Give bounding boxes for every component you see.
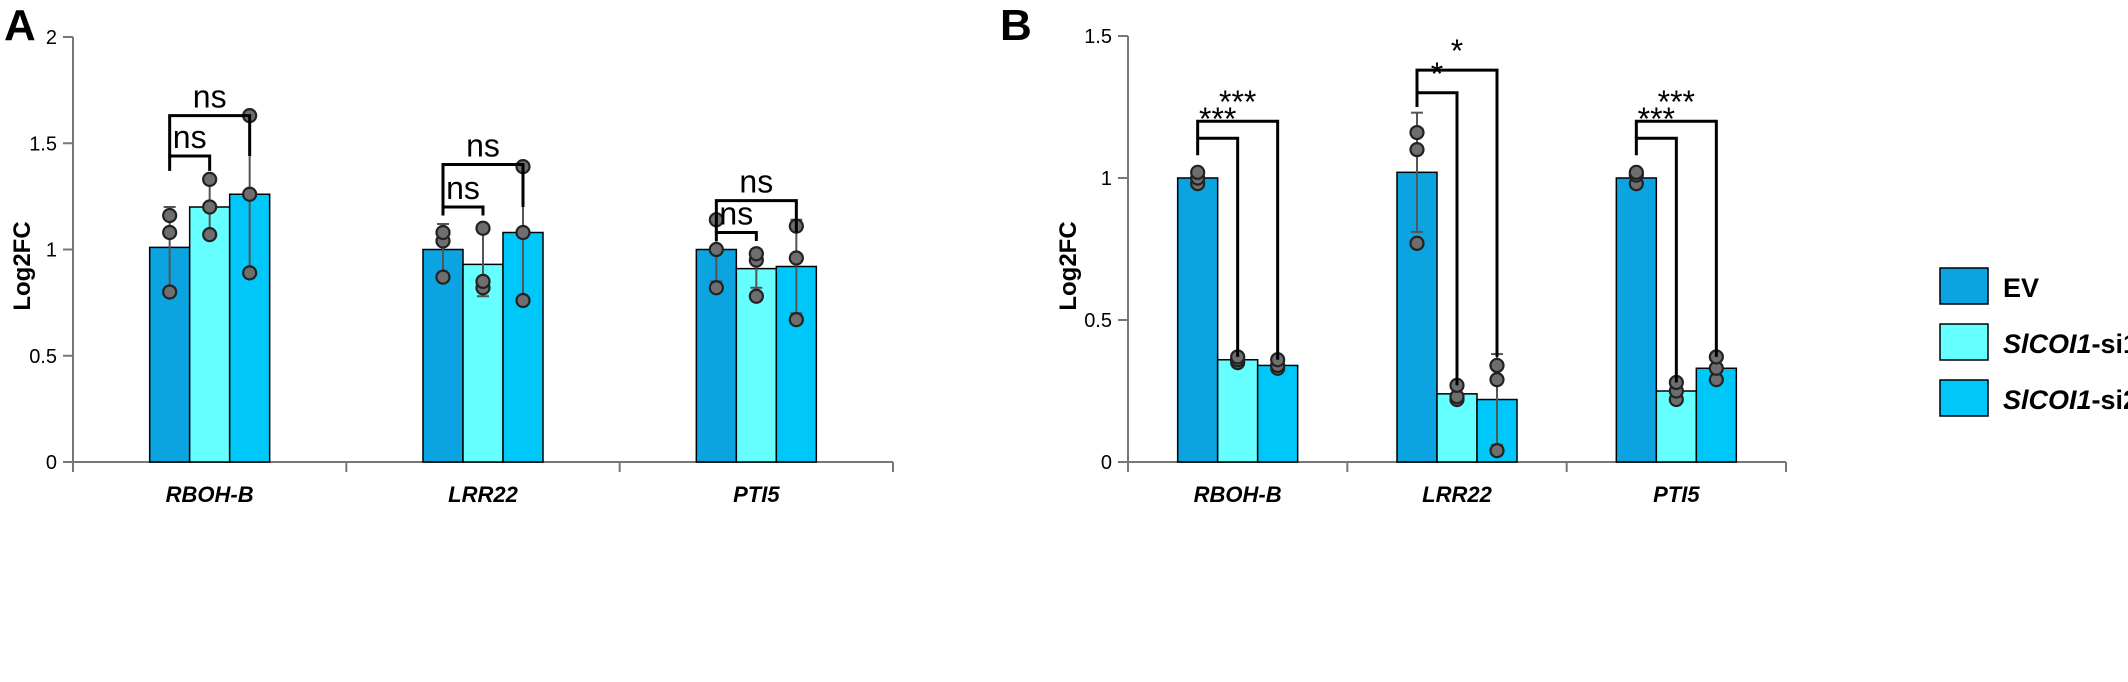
panel-a-x-tick-label: RBOH-B xyxy=(166,482,254,507)
panel-b-y-axis-label: Log2FC xyxy=(1055,221,1082,310)
panel-a-data-point xyxy=(748,288,764,304)
panel-a-significance-bracket xyxy=(168,154,212,171)
panel-a-significance-bracket xyxy=(441,163,525,207)
legend-label-si1: SlCOI1-si1 xyxy=(2003,329,2128,359)
panel-b-bar xyxy=(1615,177,1658,463)
panel-b-data-point xyxy=(1628,164,1644,180)
panel-b-x-tick-label: RBOH-B xyxy=(1194,482,1282,507)
panel-a-bar xyxy=(188,206,231,463)
panel-a-bar xyxy=(422,248,464,463)
panel-b-y-tick-label: 0 xyxy=(1101,452,1112,474)
panel-a-data-point xyxy=(242,186,258,202)
panel-b-bar xyxy=(1216,359,1259,463)
panel-a-significance-label: ns xyxy=(193,79,227,115)
panel-a-label: A xyxy=(4,1,36,50)
panel-b-significance-label: *** xyxy=(1658,84,1695,120)
panel-b-data-point xyxy=(1409,124,1425,141)
panel-b-significance-bracket xyxy=(1634,136,1678,383)
legend-swatch-si1 xyxy=(1939,323,1989,361)
panel-b-bar xyxy=(1695,367,1738,463)
panel-b-data-point xyxy=(1489,357,1505,374)
legend-swatch-si2 xyxy=(1939,379,1989,417)
panel-a-significance-bracket xyxy=(441,205,485,216)
panel-a-y-tick-label: 2 xyxy=(46,27,57,49)
panel-a-data-point xyxy=(475,220,491,236)
panel-b-y-tick-label: 1 xyxy=(1101,168,1112,190)
panel-a-data-point xyxy=(788,312,804,328)
panel-b-significance-label: *** xyxy=(1199,101,1236,137)
panel-a-data-point xyxy=(708,241,724,258)
panel-a-data-point xyxy=(162,207,178,224)
panel-a-significance-label: ns xyxy=(466,128,500,164)
panel-b-data-point xyxy=(1489,443,1505,459)
panel-a-significance-bracket xyxy=(714,231,758,241)
legend-swatch-ev xyxy=(1939,267,1989,305)
panel-b-label: B xyxy=(1000,1,1032,50)
panel-a-data-point xyxy=(202,171,218,187)
panel-a-y-tick-label: 1 xyxy=(46,240,57,262)
panel-b-data-point xyxy=(1190,164,1206,180)
panel-a-data-point xyxy=(708,280,724,296)
panel-b-significance-bracket xyxy=(1415,68,1499,357)
panel-a-data-point xyxy=(788,250,804,266)
panel-b-bar xyxy=(1256,364,1299,463)
panel-a-x-tick-label: LRR22 xyxy=(448,482,518,507)
panel-b-data-point xyxy=(1409,142,1425,158)
panel-a-data-point xyxy=(435,224,451,241)
panel-b-significance-label: *** xyxy=(1638,101,1675,137)
legend-label-ev: EV xyxy=(2003,273,2039,303)
panel-b-y-tick-label: 1.5 xyxy=(1084,26,1112,48)
panel-a-significance-label: ns xyxy=(739,164,773,200)
panel-a-y-tick-label: 1.5 xyxy=(29,133,57,155)
panel-b-significance-bracket xyxy=(1415,91,1459,386)
panel-a-y-axis-label: Log2FC xyxy=(9,221,36,310)
panel-b-x-tick-label: PTI5 xyxy=(1653,482,1700,507)
panel-b-significance-bracket xyxy=(1634,119,1718,357)
panel-a-significance-bracket xyxy=(714,199,798,233)
panel-b-bar xyxy=(1176,177,1219,463)
panel-a-data-point xyxy=(515,224,531,241)
panel-a-data-point xyxy=(748,246,764,262)
panel-a-x-tick-label: PTI5 xyxy=(733,482,780,507)
panel-a-data-point xyxy=(435,269,451,285)
panel-b-significance-label: *** xyxy=(1219,84,1256,120)
panel-a-y-tick-label: 0 xyxy=(46,452,57,474)
panel-b-significance-bracket xyxy=(1196,119,1280,360)
panel-a-significance-label: ns xyxy=(446,170,480,206)
panel-b-x-tick-label: LRR22 xyxy=(1422,482,1492,507)
panel-a-data-point xyxy=(202,199,218,215)
panel-a-y-tick-label: 0.5 xyxy=(29,346,57,368)
panel-b-y-tick-label: 0.5 xyxy=(1084,310,1112,332)
legend: EV SlCOI1-si1 SlCOI1-si2 xyxy=(1939,267,2128,417)
panel-b-data-point xyxy=(1409,235,1425,251)
panel-a-data-point xyxy=(162,224,178,241)
panel-b-significance-label: * xyxy=(1431,56,1443,92)
panel-b-significance-label: * xyxy=(1451,33,1463,69)
panel-a-significance-label: ns xyxy=(173,119,207,155)
panel-a-data-point xyxy=(242,265,258,281)
panel-a-bar xyxy=(228,193,271,463)
panel-a-data-point xyxy=(202,227,218,243)
panel-b-significance-bracket xyxy=(1196,136,1240,357)
panel-a-significance-bracket xyxy=(168,114,252,156)
panel-b-data-point xyxy=(1489,372,1505,388)
panel-a-data-point xyxy=(515,292,531,309)
panel-a-data-point xyxy=(162,284,178,300)
legend-label-si2: SlCOI1-si2 xyxy=(2003,385,2128,415)
panel-a-data-point xyxy=(475,273,491,289)
